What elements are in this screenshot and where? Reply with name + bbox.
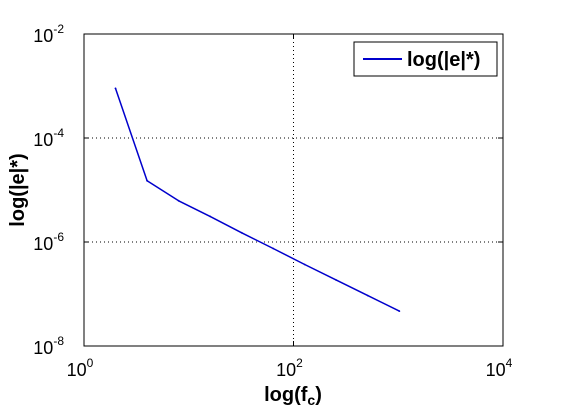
y-tick-label-base: 10: [33, 338, 53, 358]
y-tick-label: 10-4: [33, 126, 64, 150]
x-tick-label-exponent: 2: [296, 356, 303, 370]
x-axis-label-main: log(f: [264, 384, 308, 406]
y-tick-label-base: 10: [33, 130, 53, 150]
x-axis-label-tail: ): [315, 384, 322, 406]
x-tick-label-base: 10: [486, 360, 506, 380]
series-point: [398, 310, 401, 312]
x-axis-label: log(fc): [264, 384, 322, 408]
series-point: [303, 263, 306, 266]
series-line: [114, 87, 401, 312]
series-point: [146, 179, 149, 182]
series-point: [272, 247, 275, 250]
y-axis-label: log(|e|*): [7, 153, 29, 226]
series-point: [177, 199, 180, 202]
series-layer: [114, 87, 401, 312]
series-point: [335, 279, 338, 281]
y-tick-label-exponent: -8: [53, 334, 64, 348]
x-tick-label-base: 10: [276, 360, 296, 380]
y-tick-label-exponent: -2: [53, 22, 64, 36]
x-tick-label-exponent: 4: [506, 356, 513, 370]
x-axis-label-subscript: c: [307, 392, 315, 408]
y-tick-label-base: 10: [33, 26, 53, 46]
x-tick-label-base: 10: [67, 360, 87, 380]
y-tick-label-exponent: -4: [53, 126, 64, 140]
grid-layer: [84, 34, 503, 346]
series-point: [209, 215, 212, 218]
series-point: [366, 294, 369, 297]
y-tick-label-exponent: -6: [53, 230, 64, 244]
y-tick-label-base: 10: [33, 234, 53, 254]
legend-label: log(|e|*): [407, 49, 480, 71]
x-tick-label: 100: [67, 356, 94, 380]
legend: log(|e|*): [353, 41, 498, 77]
tick-layer: [83, 33, 504, 347]
y-tick-label: 10-6: [33, 230, 64, 254]
x-tick-label: 104: [486, 356, 513, 380]
series-point: [240, 231, 243, 234]
x-tick-label-exponent: 0: [87, 356, 94, 370]
x-tick-label: 102: [276, 356, 303, 380]
series-point: [114, 87, 117, 90]
y-tick-label: 10-8: [33, 334, 64, 358]
y-tick-label: 10-2: [33, 22, 64, 46]
